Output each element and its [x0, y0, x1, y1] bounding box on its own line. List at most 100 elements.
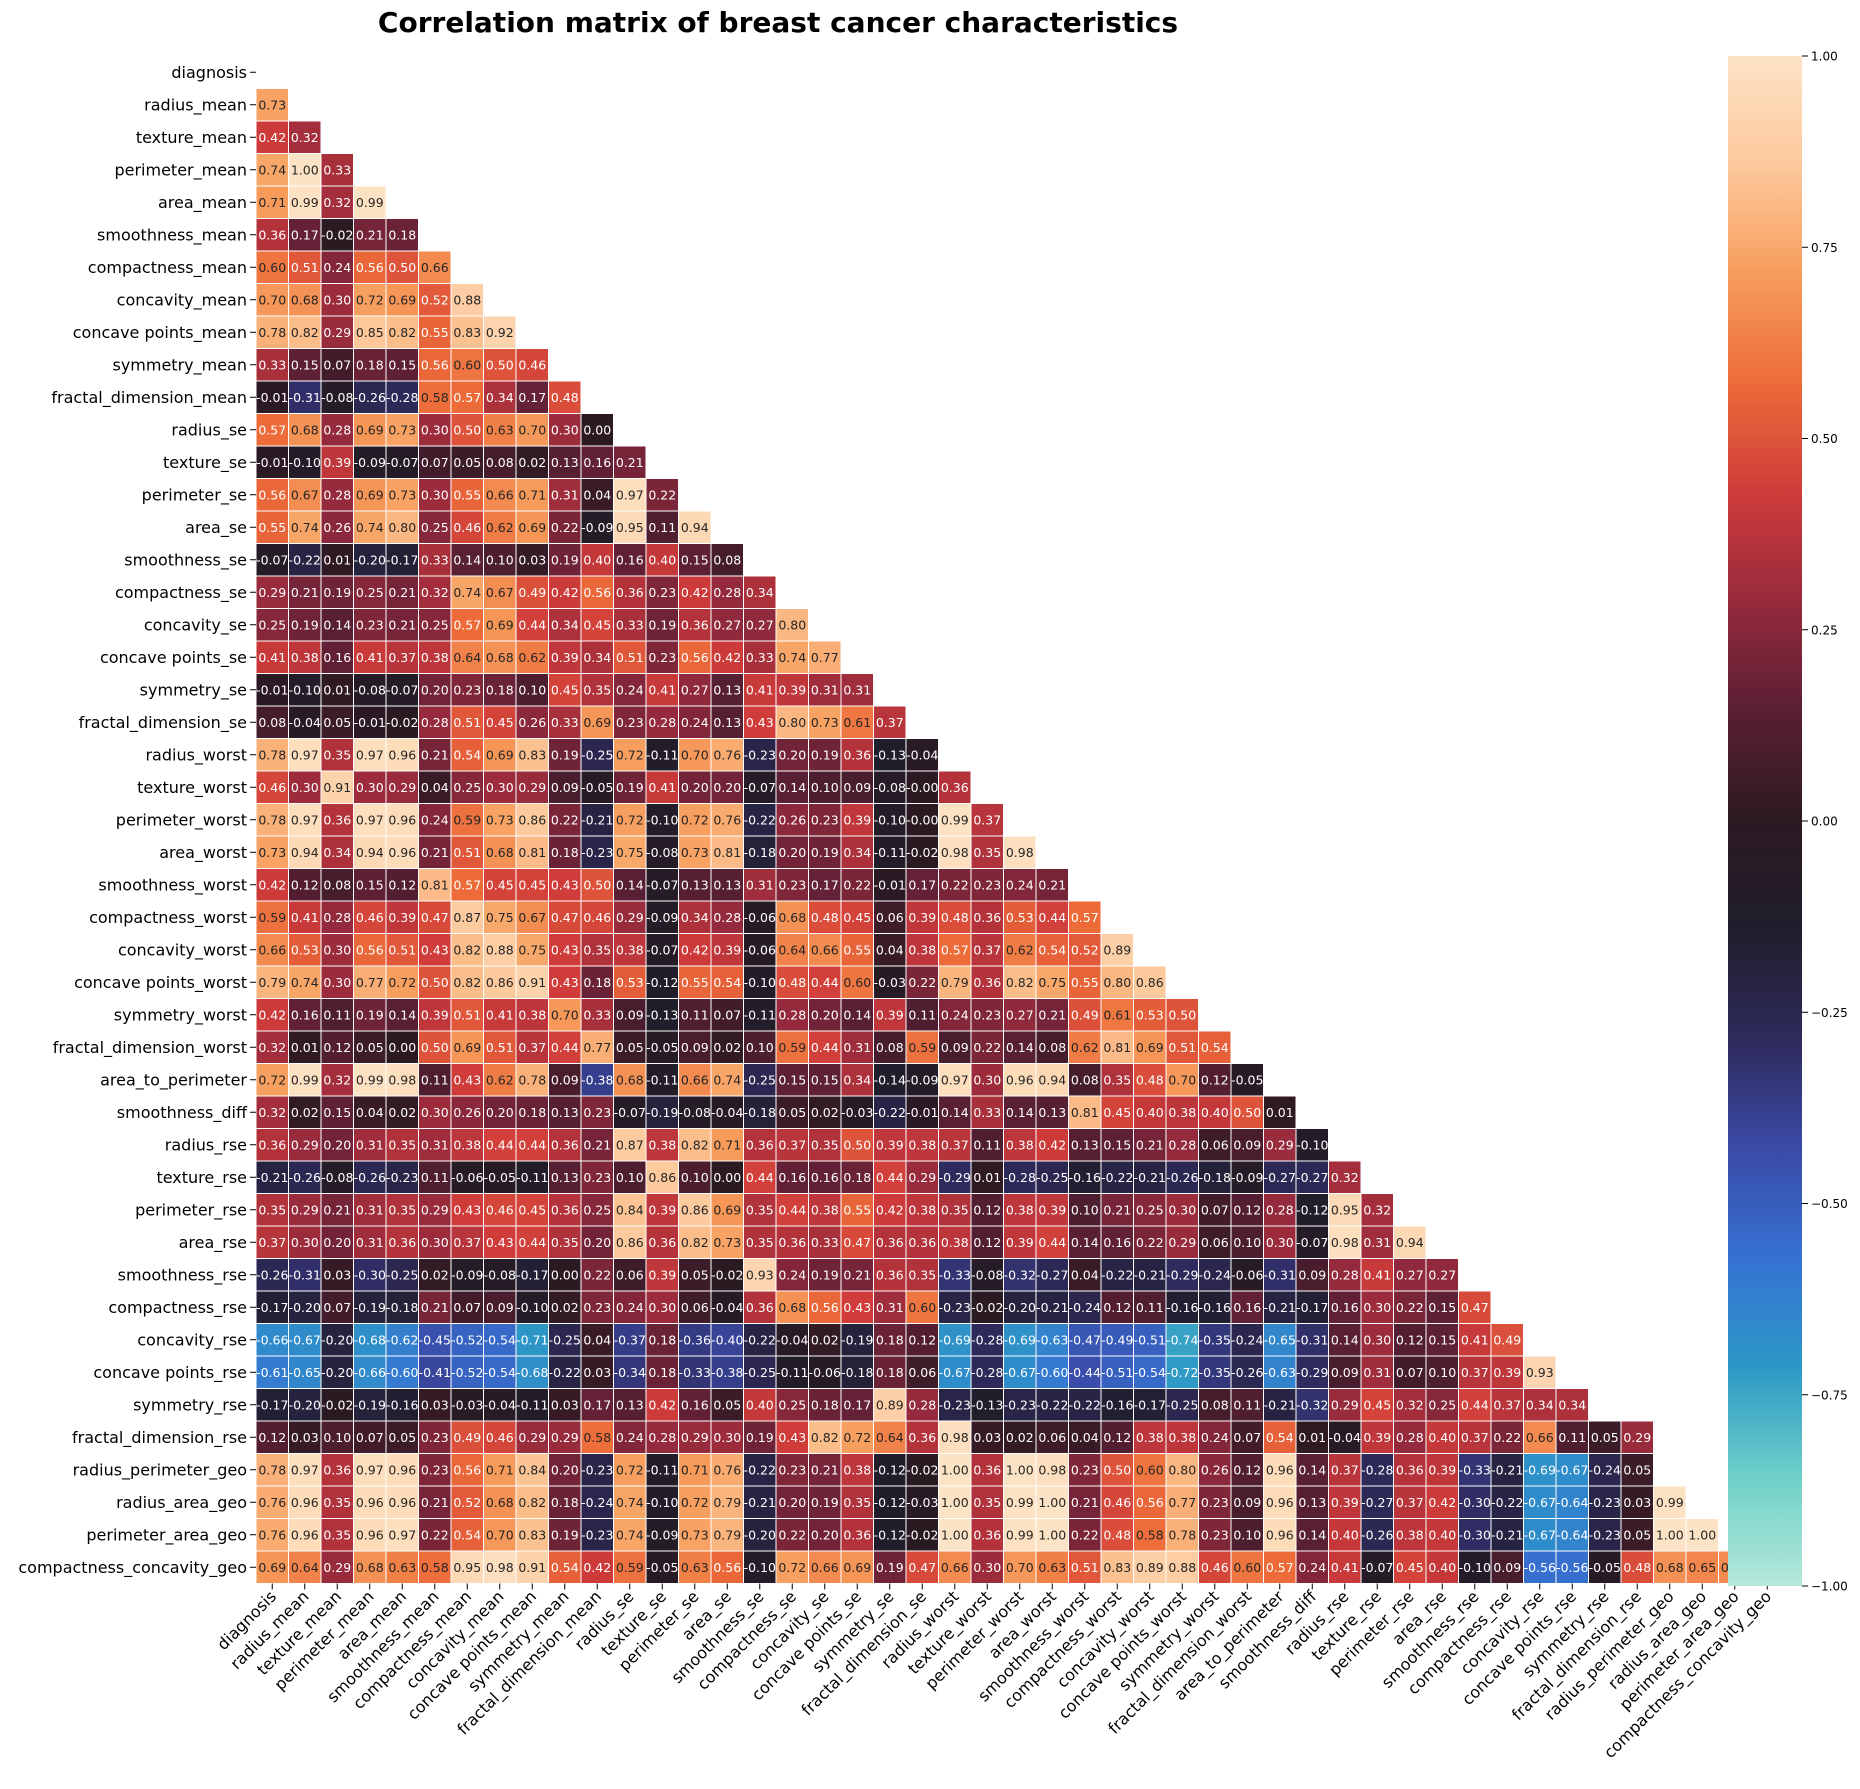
cell-value: 0.74 — [356, 520, 384, 535]
cell-value: 1.00 — [941, 1462, 969, 1477]
cell-value: 0.37 — [1396, 1495, 1424, 1510]
cell-value: 0.42 — [713, 650, 741, 665]
cell-value: 0.38 — [616, 942, 644, 957]
cell-value: 0.78 — [518, 1072, 546, 1087]
cell-value: 0.17 — [843, 1397, 871, 1412]
cell-value: 0.83 — [518, 1527, 546, 1542]
colorbar-tick-label: −1.00 — [1811, 1580, 1848, 1594]
cell-value: -0.36 — [679, 1332, 711, 1347]
heatmap-cell — [385, 1030, 419, 1064]
heatmap-cell — [743, 1030, 777, 1064]
cell-value: 0.82 — [518, 1495, 546, 1510]
heatmap-cell — [353, 478, 387, 512]
heatmap-cell — [483, 315, 517, 349]
cell-value: 0.41 — [746, 682, 774, 697]
cell-value: 0.38 — [1168, 1430, 1196, 1445]
heatmap-cell — [613, 803, 647, 837]
cell-value: 0.02 — [811, 1332, 839, 1347]
heatmap-cell — [808, 965, 842, 999]
cell-value: 0.48 — [811, 910, 839, 925]
cell-value: 0.48 — [1103, 1527, 1131, 1542]
heatmap-cell — [320, 575, 354, 609]
cell-value: 0.32 — [1331, 1170, 1359, 1185]
cell-value: -0.71 — [516, 1332, 548, 1347]
y-tick-label: diagnosis — [171, 63, 247, 82]
cell-value: 0.18 — [551, 1495, 579, 1510]
cell-value: 0.54 — [453, 747, 481, 762]
cell-value: -0.23 — [581, 1462, 613, 1477]
y-tick-label: compactness_mean — [88, 258, 247, 278]
cell-value: 0.45 — [486, 877, 514, 892]
cell-value: 0.76 — [713, 812, 741, 827]
cell-value: -0.09 — [646, 1527, 678, 1542]
cell-value: 0.53 — [1006, 910, 1034, 925]
cell-value: 1.00 — [1038, 1495, 1066, 1510]
heatmap-cell — [1133, 965, 1167, 999]
cell-value: 0.24 — [616, 1430, 644, 1445]
cell-value: -0.02 — [321, 1397, 353, 1412]
cell-value: -0.65 — [289, 1365, 321, 1380]
cell-value: 0.14 — [941, 1105, 969, 1120]
cell-value: 0.45 — [1363, 1397, 1391, 1412]
cell-value: 0.86 — [648, 1170, 676, 1185]
cell-value: 0.32 — [291, 130, 319, 145]
heatmap-cell — [645, 1193, 679, 1227]
cell-value: 0.68 — [778, 910, 806, 925]
y-tick-label: concavity_rse — [137, 1330, 247, 1350]
cell-value: 0.21 — [388, 585, 416, 600]
cell-value: 0.15 — [811, 1072, 839, 1087]
heatmap-cell — [808, 770, 842, 804]
cell-value: -0.10 — [1459, 1560, 1491, 1575]
y-tick-label: perimeter_mean — [114, 160, 247, 180]
cell-value: 0.29 — [616, 910, 644, 925]
cell-value: 0.55 — [843, 1202, 871, 1217]
y-tick-label: concavity_mean — [117, 290, 247, 310]
cell-value: 0.69 — [486, 747, 514, 762]
cell-value: 0.30 — [323, 292, 351, 307]
heatmap-cell — [1003, 835, 1037, 869]
cell-value: 0.18 — [843, 1170, 871, 1185]
cell-value: 0.36 — [973, 1527, 1001, 1542]
cell-value: 0.78 — [258, 325, 286, 340]
heatmap-cell — [385, 250, 419, 284]
heatmap-cell — [320, 380, 354, 414]
cell-value: 0.44 — [551, 1040, 579, 1055]
cell-value: 0.78 — [1168, 1527, 1196, 1542]
cell-value: -0.17 — [386, 552, 418, 567]
cell-value: 0.97 — [616, 487, 644, 502]
heatmap-cell — [938, 835, 972, 869]
cell-value: 0.40 — [1428, 1527, 1456, 1542]
cell-value: -0.41 — [419, 1365, 451, 1380]
cell-value: 0.88 — [1168, 1560, 1196, 1575]
cell-value: 0.19 — [356, 1007, 384, 1022]
cell-value: -0.25 — [549, 1332, 581, 1347]
cell-value: 0.14 — [778, 780, 806, 795]
cell-value: 0.03 — [291, 1430, 319, 1445]
heatmap-cell — [970, 965, 1004, 999]
cell-value: 0.73 — [681, 1527, 709, 1542]
cell-value: -0.09 — [646, 910, 678, 925]
cell-value: -0.07 — [386, 455, 418, 470]
cell-value: -0.13 — [646, 1007, 678, 1022]
cell-value: -0.07 — [1296, 1235, 1328, 1250]
cell-value: 0.04 — [421, 780, 449, 795]
heatmap-cell — [580, 543, 614, 577]
heatmap-cell — [580, 933, 614, 967]
cell-value: 0.20 — [778, 1495, 806, 1510]
heatmap-cell — [483, 803, 517, 837]
cell-value: 0.06 — [1038, 1430, 1066, 1445]
cell-value: 0.36 — [648, 1235, 676, 1250]
cell-value: -0.14 — [874, 1072, 906, 1087]
cell-value: 0.23 — [421, 1430, 449, 1445]
cell-value: 0.03 — [323, 1267, 351, 1282]
heatmap-cell — [710, 868, 744, 902]
cell-value: 0.14 — [1298, 1462, 1326, 1477]
cell-value: -0.27 — [1361, 1495, 1393, 1510]
cell-value: 0.11 — [1136, 1300, 1164, 1315]
heatmap-cell — [548, 478, 582, 512]
heatmap-cell — [353, 510, 387, 544]
cell-value: 0.57 — [941, 942, 969, 957]
cell-value: 0.40 — [746, 1397, 774, 1412]
heatmap-cell — [710, 900, 744, 934]
cell-value: 0.47 — [1461, 1300, 1489, 1315]
